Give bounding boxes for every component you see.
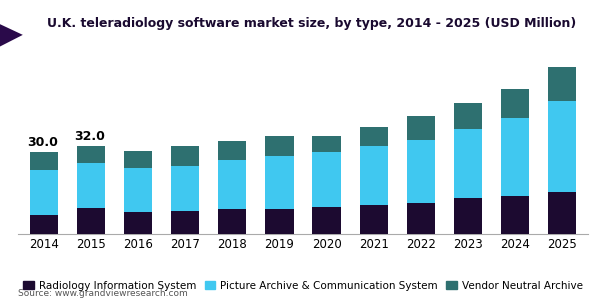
Polygon shape xyxy=(0,0,45,46)
Bar xyxy=(548,192,576,234)
Bar xyxy=(407,202,435,234)
Bar xyxy=(548,67,576,101)
Bar xyxy=(265,156,293,209)
Bar xyxy=(359,205,388,234)
Bar xyxy=(30,215,58,234)
Text: 32.0: 32.0 xyxy=(74,130,105,143)
Bar xyxy=(407,140,435,202)
Bar xyxy=(501,118,529,196)
Bar xyxy=(501,89,529,118)
Bar xyxy=(454,103,482,129)
Bar xyxy=(77,163,105,208)
Bar xyxy=(218,209,247,234)
Bar xyxy=(30,170,58,215)
Bar xyxy=(501,196,529,234)
Bar xyxy=(124,212,152,234)
Bar xyxy=(265,209,293,234)
Bar xyxy=(218,160,247,209)
Bar xyxy=(313,152,341,207)
Legend: Radiology Information System, Picture Archive & Communication System, Vendor Neu: Radiology Information System, Picture Ar… xyxy=(19,276,587,295)
Bar xyxy=(407,116,435,140)
Bar xyxy=(77,146,105,163)
Bar xyxy=(313,207,341,234)
Bar xyxy=(171,211,199,234)
Bar xyxy=(359,146,388,205)
Bar xyxy=(124,168,152,212)
Bar xyxy=(454,129,482,198)
Text: U.K. teleradiology software market size, by type, 2014 - 2025 (USD Million): U.K. teleradiology software market size,… xyxy=(47,17,577,30)
Bar xyxy=(171,166,199,211)
Bar xyxy=(313,136,341,152)
Polygon shape xyxy=(0,24,23,46)
Bar xyxy=(548,101,576,192)
Bar xyxy=(218,141,247,160)
Bar xyxy=(359,127,388,146)
Bar xyxy=(454,198,482,234)
Bar xyxy=(124,151,152,168)
Bar xyxy=(77,208,105,234)
Text: 30.0: 30.0 xyxy=(27,136,58,149)
Bar xyxy=(265,136,293,156)
Bar xyxy=(171,146,199,166)
Text: Source: www.grandviewresearch.com: Source: www.grandviewresearch.com xyxy=(18,290,188,298)
Bar xyxy=(30,152,58,170)
